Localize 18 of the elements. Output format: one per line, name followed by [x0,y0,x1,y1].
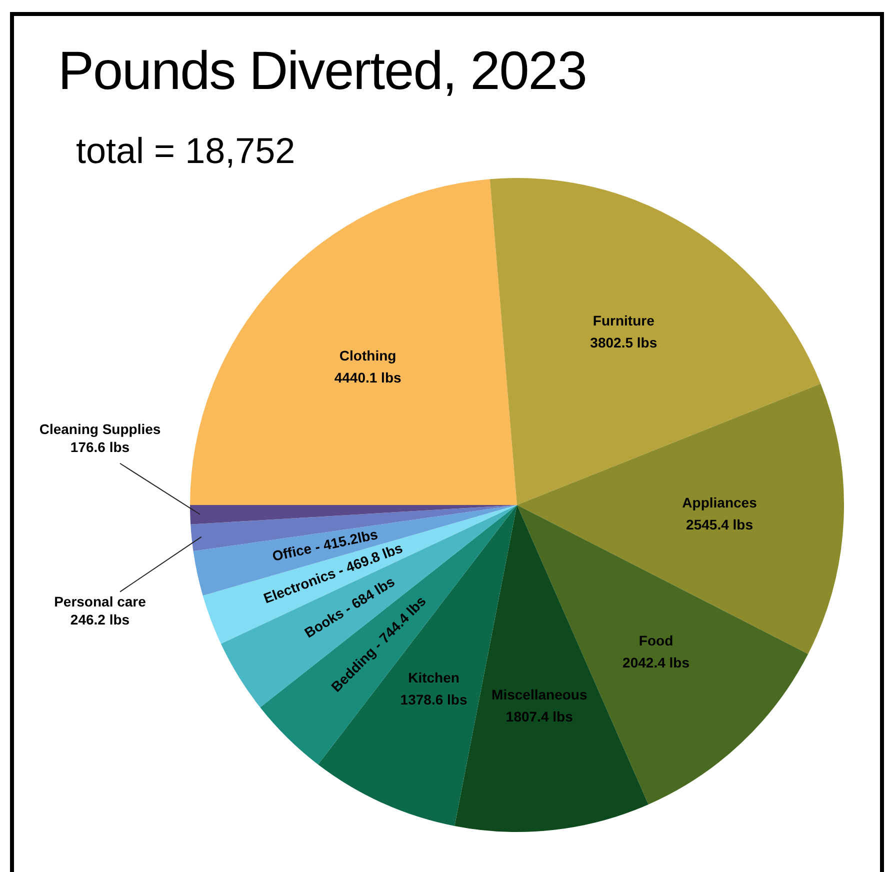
data-label: 176.6 lbs [70,439,130,456]
slice-label: Kitchen [408,670,460,686]
data-label: 4440.1 lbs [334,370,402,386]
chart-subtitle: total = 18,752 [76,130,296,172]
slice-label: Furniture [592,312,655,328]
slice-label: Appliances [682,494,758,510]
slice-label: Clothing [339,348,396,364]
data-label: 1807.4 lbs [506,708,574,724]
chart-title: Pounds Diverted, 2023 [58,40,586,102]
slice-label: Miscellaneous [492,686,588,702]
slice-label: Cleaning Supplies [39,421,161,438]
data-label: 2042.4 lbs [622,654,690,670]
data-label: 246.2 lbs [70,612,130,628]
slice-label: Food [638,632,674,648]
slice-label: Personal care [54,594,146,610]
data-label: 1378.6 lbs [400,692,468,708]
data-label: 3802.5 lbs [590,334,658,350]
data-label: 2545.4 lbs [686,516,754,532]
